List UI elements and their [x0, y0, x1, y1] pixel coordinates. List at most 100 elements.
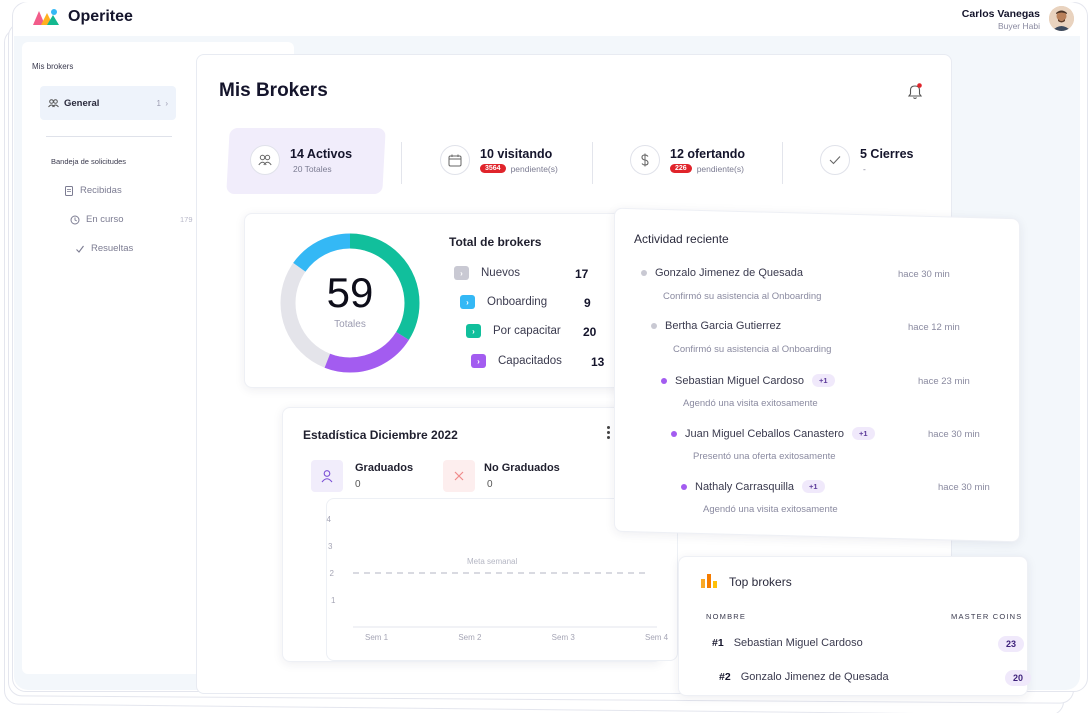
x-tick-label: Sem 2: [458, 633, 482, 642]
status-dot: [651, 323, 657, 329]
activity-name: Sebastian Miguel Cardoso: [675, 374, 805, 387]
activity-time: hace 23 min: [918, 376, 970, 387]
activity-item[interactable]: Nathaly Carrasquilla +1: [681, 480, 825, 493]
sidebar-item-count: 179: [180, 215, 193, 224]
coins-badge: 23: [998, 636, 1025, 652]
app-name: Operitee: [68, 8, 133, 25]
users-icon: [258, 154, 272, 166]
legend-label: Onboarding: [487, 296, 548, 308]
sidebar-item-general[interactable]: General 1 ›: [40, 86, 176, 120]
legend-value: 17: [575, 267, 589, 281]
user-menu[interactable]: Carlos Vanegas Buyer Habi: [962, 8, 1040, 31]
document-icon: [65, 185, 73, 196]
check-icon: [829, 156, 841, 165]
legend-row-por-capacitar[interactable]: › Por capacitar: [466, 324, 561, 338]
bar-chart-icon: [701, 574, 717, 588]
activity-description: Presentó una oferta exitosamente: [693, 451, 836, 462]
notification-bell-icon[interactable]: [905, 82, 925, 102]
sidebar-item-label: General: [64, 97, 100, 109]
app-logo[interactable]: Operitee: [32, 8, 133, 26]
top-bar: Operitee Carlos Vanegas Buyer Habi: [14, 2, 1084, 36]
status-dot: [681, 483, 687, 490]
calendar-icon: [448, 154, 462, 166]
broker-name: Gonzalo Jimenez de Quesada: [740, 671, 889, 683]
activity-time: hace 12 min: [908, 322, 960, 333]
activity-tag: +1: [851, 427, 875, 440]
activity-description: Confirmó su asistencia al Onboarding: [663, 291, 822, 302]
stat-subtext: -: [863, 163, 866, 174]
legend-row-nuevos[interactable]: › Nuevos: [454, 266, 520, 280]
stat-ofertando[interactable]: 12 ofertando 226 pendiente(s): [630, 145, 745, 175]
legend-value: 9: [584, 296, 591, 310]
close-icon: [443, 460, 475, 492]
avatar[interactable]: [1049, 6, 1074, 31]
total-brokers-card: 59 Totales Total de brokers: [244, 213, 625, 388]
legend-value: 20: [583, 325, 597, 339]
pending-badge: 3564: [480, 164, 506, 173]
goal-label: Meta semanal: [467, 557, 517, 566]
table-row[interactable]: #1 Sebastian Miguel Cardoso: [712, 637, 863, 649]
clock-icon: [70, 215, 80, 224]
table-row[interactable]: #2 Gonzalo Jimenez de Quesada: [719, 671, 889, 683]
sidebar-item-en-curso[interactable]: En curso 179: [70, 214, 193, 225]
activity-item[interactable]: Gonzalo Jimenez de Quesada: [641, 267, 803, 279]
donut-segment-capacitados[interactable]: [280, 233, 420, 373]
weekly-chart: 1 2 3 4 Meta semanal Sem 1 Sem 2 Sem 3 Sem 4: [327, 515, 669, 642]
stat-divider: [782, 142, 783, 184]
total-brokers-title: Total de brokers: [449, 235, 542, 249]
stat-divider: [592, 142, 593, 184]
sidebar-item-label: Recibidas: [80, 185, 122, 196]
sidebar-title: Mis brokers: [32, 62, 74, 71]
page-title: Mis Brokers: [219, 80, 328, 101]
user-role: Buyer Habi: [997, 21, 1040, 31]
not-graduated-value: 0: [487, 479, 493, 490]
status-dot: [641, 270, 647, 276]
stat-value: 10 visitando: [480, 146, 553, 161]
stat-subtext: 20 Totales: [293, 163, 332, 174]
activity-time: hace 30 min: [928, 429, 980, 440]
sidebar-item-resueltas[interactable]: Resueltas: [75, 243, 133, 254]
status-dot: [661, 377, 667, 384]
sidebar-item-count: 1 ›: [156, 98, 168, 108]
sidebar-item-label: Resueltas: [91, 243, 134, 254]
stat-visitando[interactable]: 10 visitando 3564 pendiente(s): [440, 145, 558, 175]
coins-badge: 20: [1005, 670, 1032, 686]
x-tick-label: Sem 3: [552, 633, 576, 642]
legend-row-capacitados[interactable]: › Capacitados: [471, 354, 562, 368]
sidebar-item-recibidas[interactable]: Recibidas: [64, 185, 122, 196]
broker-name: Sebastian Miguel Cardoso: [733, 637, 863, 649]
chevron-right-icon: ›: [454, 266, 469, 280]
user-name: Carlos Vanegas: [961, 8, 1040, 20]
chevron-right-icon: ›: [460, 295, 475, 309]
column-header-name: NOMBRE: [706, 612, 747, 621]
logo-icon: [33, 9, 59, 25]
users-icon: [48, 98, 59, 107]
activity-name: Nathaly Carrasquilla: [695, 480, 795, 493]
sidebar-divider: [46, 136, 172, 137]
y-tick-label: 1: [331, 596, 336, 605]
stat-icon-wrap: [630, 145, 660, 175]
user-icon: [311, 460, 343, 492]
sidebar-section-title: Bandeja de solicitudes: [51, 157, 127, 166]
y-tick-label: 2: [330, 569, 335, 578]
stat-subtext: 3564 pendiente(s): [480, 164, 558, 174]
chevron-right-icon: ›: [466, 324, 481, 338]
activity-name: Juan Miguel Ceballos Canastero: [685, 427, 844, 440]
more-options-icon[interactable]: [606, 426, 612, 439]
activity-item[interactable]: Bertha Garcia Gutierrez: [651, 320, 781, 332]
activity-item[interactable]: Juan Miguel Ceballos Canastero +1: [671, 427, 875, 440]
legend-row-onboarding[interactable]: › Onboarding: [460, 295, 547, 309]
activity-item[interactable]: Sebastian Miguel Cardoso +1: [661, 374, 835, 387]
stat-icon-wrap: [440, 145, 470, 175]
donut-segment-onboarding[interactable]: [280, 233, 420, 373]
stat-activos[interactable]: 14 Activos 20 Totales: [250, 145, 352, 175]
top-brokers-title: Top brokers: [729, 575, 792, 589]
stat-cierres[interactable]: 5 Cierres -: [820, 145, 914, 175]
activity-time: hace 30 min: [898, 269, 950, 280]
check-icon: [76, 245, 84, 253]
stat-value: 5 Cierres: [860, 146, 914, 161]
activity-time: hace 30 min: [938, 482, 990, 493]
activity-description: Agendó una visita exitosamente: [703, 504, 838, 515]
legend-label: Por capacitar: [493, 325, 561, 337]
activity-description: Agendó una visita exitosamente: [683, 398, 818, 409]
